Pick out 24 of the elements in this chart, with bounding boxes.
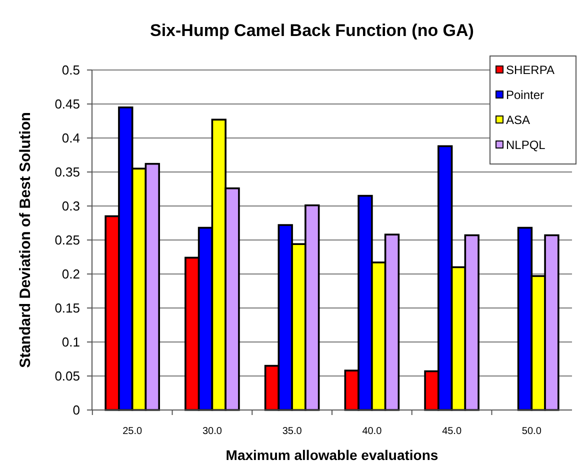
legend-label: NLPQL [506,138,546,152]
x-tick-label: 45.0 [442,426,462,437]
y-tick-label: 0.5 [62,62,80,78]
y-tick-label: 0.3 [62,198,80,214]
legend-label: ASA [506,113,530,128]
y-tick-label: 0.1 [62,334,80,350]
x-tick-label: 40.0 [362,426,382,437]
y-tick-label: 0 [72,402,80,418]
y-tick-label: 0.15 [54,300,80,316]
y-tick-label: 0.35 [54,164,80,180]
legend-label: SHERPA [506,63,554,78]
x-tick-label: 25.0 [122,426,142,437]
x-axis-title: Maximum allowable evaluations [226,447,438,463]
y-tick-label: 0.25 [54,232,80,248]
y-tick-label: 0.45 [54,96,80,112]
y-tick-label: 0.2 [62,266,80,282]
x-tick-label: 30.0 [202,426,222,437]
y-axis-title: Standard Deviation of Best Solution [17,112,34,368]
y-tick-label: 0.4 [62,130,80,146]
x-tick-label: 35.0 [282,426,302,437]
x-tick-label: 50.0 [522,426,542,437]
legend-label: Pointer [506,88,544,102]
chart-title: Six-Hump Camel Back Function (no GA) [150,21,474,40]
y-tick-label: 0.05 [54,368,80,384]
